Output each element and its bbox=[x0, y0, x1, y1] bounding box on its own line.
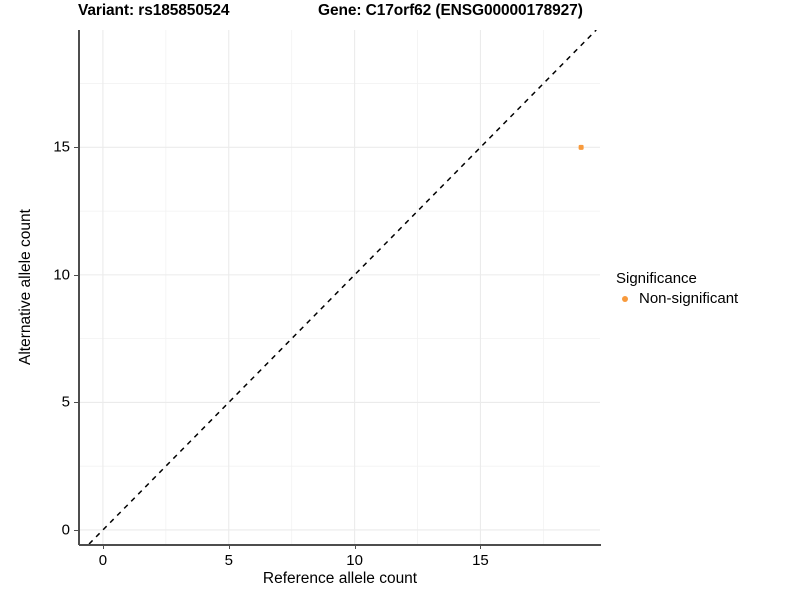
identity-line bbox=[88, 30, 597, 544]
y-tick-10 bbox=[74, 274, 78, 276]
plot-canvas bbox=[79, 30, 600, 544]
y-tick-label-0: 0 bbox=[61, 521, 70, 539]
y-tick-15 bbox=[74, 147, 78, 149]
x-tick-10 bbox=[354, 545, 356, 549]
y-tick-label-15: 15 bbox=[53, 138, 70, 156]
minor-gridlines bbox=[79, 30, 600, 544]
y-tick-5 bbox=[74, 402, 78, 404]
x-axis-line bbox=[79, 544, 601, 546]
y-axis-label: Alternative allele count bbox=[17, 209, 34, 365]
y-tick-0 bbox=[74, 529, 78, 531]
x-tick-label-5: 5 bbox=[224, 552, 233, 569]
major-gridlines bbox=[79, 30, 600, 544]
legend-item-label: Non-significant bbox=[639, 290, 739, 307]
y-tick-label-5: 5 bbox=[61, 393, 70, 411]
x-tick-label-15: 15 bbox=[472, 552, 489, 569]
gene-title: Gene: C17orf62 (ENSG00000178927) bbox=[318, 2, 583, 19]
y-tick-label-10: 10 bbox=[53, 266, 70, 284]
legend: Significance Non-significant bbox=[616, 270, 796, 308]
plot-title-row: Variant: rs185850524 Gene: C17orf62 (ENS… bbox=[0, 2, 610, 26]
legend-item[interactable]: Non-significant bbox=[616, 290, 796, 308]
y-axis-line bbox=[78, 30, 80, 545]
x-axis-label: Reference allele count bbox=[262, 570, 418, 587]
legend-dot bbox=[621, 296, 628, 302]
x-tick-0 bbox=[102, 545, 104, 549]
x-tick-5 bbox=[228, 545, 230, 549]
plot-panel bbox=[79, 30, 600, 544]
x-tick-label-10: 10 bbox=[346, 552, 363, 569]
legend-title: Significance bbox=[616, 270, 697, 287]
x-tick-15 bbox=[480, 545, 482, 549]
variant-title: Variant: rs185850524 bbox=[78, 2, 230, 19]
legend-marker-icon bbox=[616, 291, 633, 308]
x-tick-label-0: 0 bbox=[98, 552, 108, 569]
data-points bbox=[578, 144, 584, 150]
legend-entries: Non-significant bbox=[616, 290, 796, 308]
